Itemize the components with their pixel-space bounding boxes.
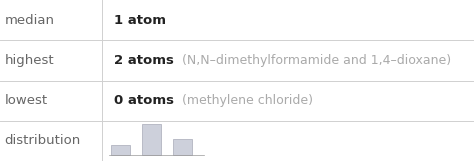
Text: lowest: lowest: [5, 94, 48, 107]
Bar: [142, 124, 161, 155]
Bar: [173, 139, 192, 155]
Text: 1 atom: 1 atom: [114, 14, 166, 27]
Text: distribution: distribution: [5, 134, 81, 147]
Bar: [111, 145, 130, 155]
Text: highest: highest: [5, 54, 55, 67]
Text: (N,N–dimethylformamide and 1,4–dioxane): (N,N–dimethylformamide and 1,4–dioxane): [173, 54, 451, 67]
Text: median: median: [5, 14, 55, 27]
Text: (methylene chloride): (methylene chloride): [174, 94, 313, 107]
Text: 0 atoms: 0 atoms: [114, 94, 174, 107]
Text: 2 atoms: 2 atoms: [114, 54, 173, 67]
